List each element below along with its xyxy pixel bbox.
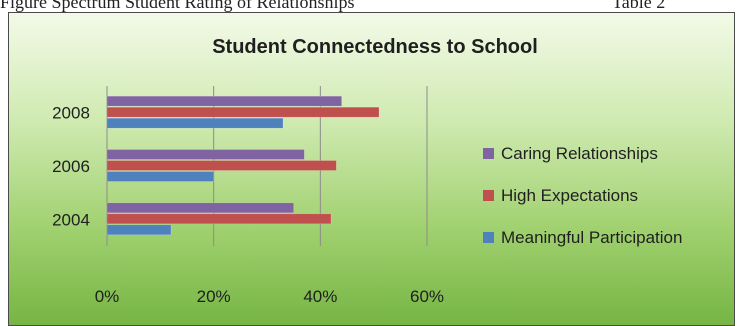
bar: [106, 95, 342, 107]
x-tick-label: 0%: [95, 287, 120, 306]
bar: [106, 213, 332, 225]
bar: [106, 224, 172, 236]
legend-label: High Expectations: [501, 186, 638, 205]
bar: [106, 149, 305, 160]
x-tick-label: 40%: [303, 287, 337, 306]
bar: [106, 117, 284, 129]
caption-right-text: Table 2: [612, 0, 666, 12]
category-label: 2006: [52, 157, 90, 176]
category-label: 2004: [52, 210, 90, 229]
x-tick-label: 60%: [410, 287, 444, 306]
bar: [106, 202, 294, 214]
chart-area: Student Connectedness to School 0% 20% 40%…: [8, 12, 735, 326]
legend: Caring Relationships High Expectations Mea…: [483, 144, 682, 247]
axes: 0% 20% 40% 60% 2004 2006 2008: [52, 86, 444, 306]
bar: [106, 171, 214, 182]
legend-label: Meaningful Participation: [501, 228, 682, 247]
bar: [106, 160, 337, 171]
document-caption: Figure Spectrum Student Rating of Relati…: [0, 0, 737, 12]
bars: [106, 95, 380, 236]
chart-svg: Student Connectedness to School 0% 20% 40%…: [52, 36, 682, 306]
x-tick-label: 20%: [197, 287, 231, 306]
bar: [106, 106, 380, 118]
chart-title: Student Connectedness to School: [212, 36, 538, 58]
legend-swatch: [483, 148, 494, 159]
caption-left-text: Figure Spectrum Student Rating of Relati…: [0, 0, 355, 12]
legend-label: Caring Relationships: [501, 144, 658, 163]
category-label: 2008: [52, 104, 90, 123]
legend-swatch: [483, 190, 494, 201]
legend-swatch: [483, 232, 494, 243]
